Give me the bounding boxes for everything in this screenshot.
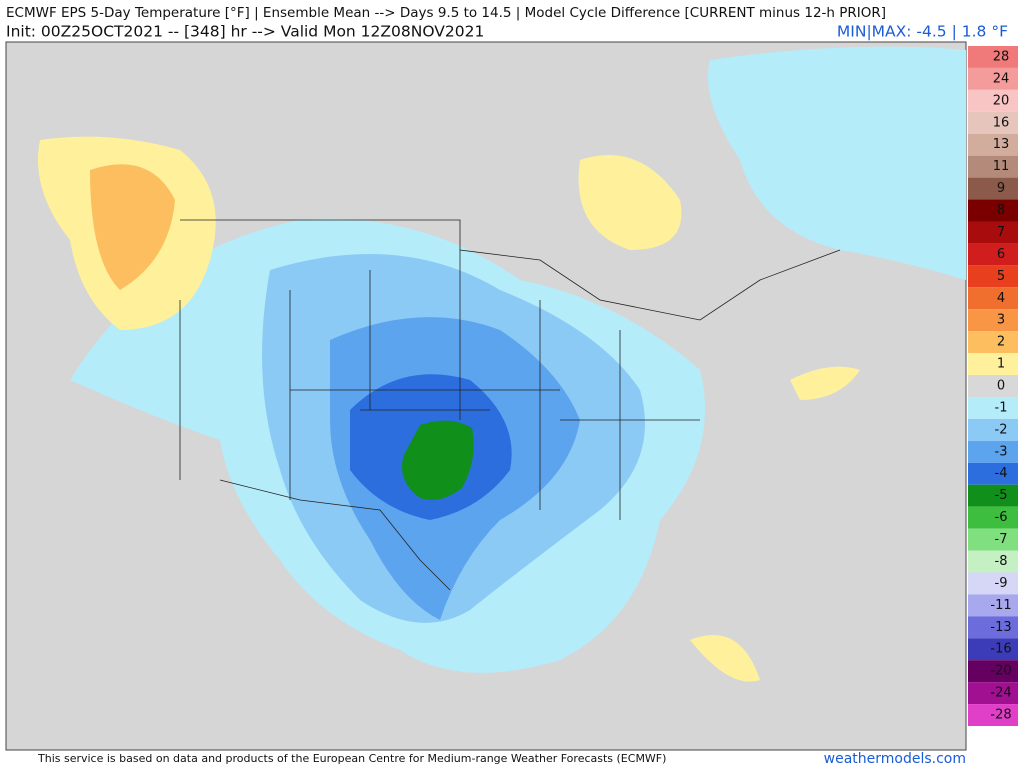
colorbar-label: 24 [993, 71, 1010, 86]
colorbar-swatch [968, 484, 1018, 507]
colorbar-label: -20 [990, 664, 1011, 679]
colorbar-label: -1 [995, 400, 1008, 415]
colorbar-swatch [968, 199, 1018, 222]
colorbar-swatch [968, 572, 1018, 595]
colorbar-label: -28 [990, 708, 1011, 723]
colorbar-label: 20 [993, 93, 1010, 108]
colorbar-label: -4 [995, 466, 1008, 481]
colorbar-label: -7 [995, 532, 1008, 547]
brand: weathermodels.com [824, 751, 966, 767]
us-mexico-border [219, 479, 451, 591]
colorbar-label: -13 [990, 620, 1011, 635]
colorbar-label: 16 [993, 115, 1010, 130]
colorbar-swatch [968, 375, 1018, 397]
colorbar-swatch [968, 177, 1018, 200]
colorbar-swatch [968, 550, 1018, 573]
colorbar-label: 6 [997, 247, 1005, 262]
colorbar-label: 9 [997, 181, 1005, 196]
colorbar: 28 24 20 16 13 11 9 8 7 6 5 4 3 2 1 0 -1 -2 -3 -4 -5 -6 -7 -8 -9… [968, 46, 1018, 726]
colorbar-swatch [968, 111, 1018, 134]
init-line: Init: 00Z25OCT2021 -- [348] hr --> Valid… [6, 23, 484, 41]
colorbar-swatch [968, 396, 1018, 419]
colorbar-swatch [968, 462, 1018, 485]
colorbar-swatch [968, 89, 1018, 112]
state-lines [179, 250, 700, 520]
title: ECMWF EPS 5-Day Temperature [°F] | Ensem… [6, 5, 886, 21]
min-max: MIN|MAX: -4.5 | 1.8 °F [837, 23, 1008, 41]
colorbar-label: -24 [990, 686, 1011, 701]
colorbar-label: 13 [993, 137, 1010, 152]
region-plus1-caribbean [690, 635, 760, 682]
colorbar-swatch [968, 243, 1018, 266]
colorbar-label: 3 [997, 313, 1005, 328]
colorbar-swatch [968, 46, 1018, 68]
colorbar-label: -9 [995, 576, 1008, 591]
colorbar-swatch [968, 133, 1018, 156]
colorbar-swatch [968, 353, 1018, 376]
colorbar-swatch [968, 528, 1018, 551]
colorbar-label: -8 [995, 554, 1008, 569]
colorbar-label: 1 [997, 357, 1005, 372]
colorbar-swatch [968, 418, 1018, 441]
credit: This service is based on data and produc… [37, 752, 666, 765]
colorbar-label: -3 [995, 444, 1008, 459]
map [5, 41, 967, 751]
us-canada-border [180, 219, 841, 321]
colorbar-swatch [968, 331, 1018, 354]
colorbar-swatch [968, 309, 1018, 332]
colorbar-swatch [968, 682, 1018, 705]
colorbar-label: 7 [997, 225, 1005, 240]
colorbar-swatch [968, 265, 1018, 288]
colorbar-label: -5 [995, 488, 1008, 503]
region-minus1-ne [708, 46, 966, 281]
borders [179, 219, 841, 591]
region-minus5 [402, 420, 474, 501]
colorbar-swatch [968, 506, 1018, 529]
colorbar-label: 4 [997, 291, 1005, 306]
colorbar-swatch [968, 155, 1018, 178]
colorbar-swatch [968, 660, 1018, 683]
colorbar-swatch [968, 704, 1018, 726]
colorbar-swatch [968, 221, 1018, 244]
region-plus1-atlantic [790, 366, 860, 400]
colorbar-label: -2 [995, 422, 1008, 437]
colorbar-swatch [968, 287, 1018, 310]
colorbar-label: 0 [997, 379, 1005, 394]
colorbar-swatch [968, 67, 1018, 90]
colorbar-label: -16 [990, 642, 1011, 657]
colorbar-label: 5 [997, 269, 1005, 284]
colorbar-swatch [968, 594, 1018, 617]
region-plus2 [90, 164, 175, 290]
region-plus1-canada [578, 155, 682, 250]
colorbar-label: 11 [993, 159, 1010, 174]
colorbar-swatch [968, 440, 1018, 463]
colorbar-swatch [968, 638, 1018, 661]
colorbar-swatch [968, 616, 1018, 639]
colorbar-label: -6 [995, 510, 1008, 525]
colorbar-label: 28 [993, 49, 1010, 64]
colorbar-label: -11 [990, 598, 1011, 613]
colorbar-label: 8 [997, 203, 1005, 218]
colorbar-label: 2 [997, 335, 1005, 350]
